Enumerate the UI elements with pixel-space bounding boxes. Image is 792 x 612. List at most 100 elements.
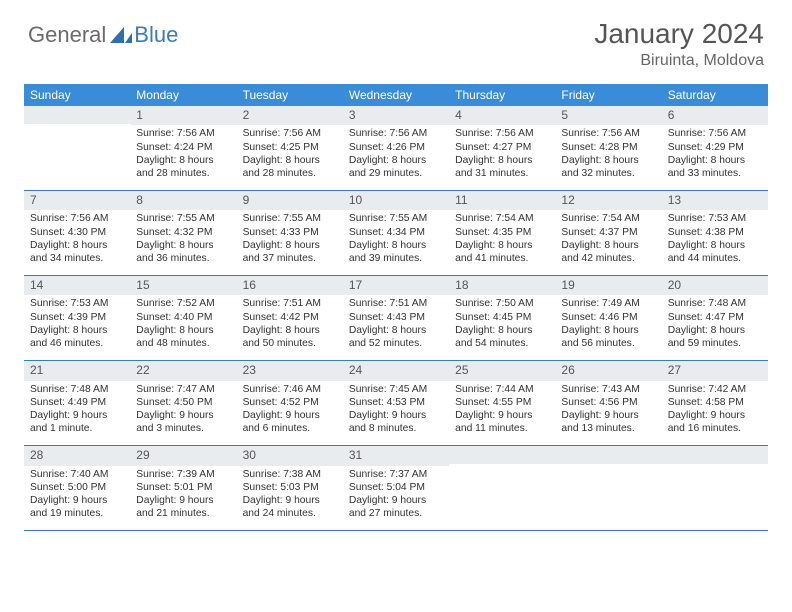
daylight-text: Daylight: 8 hours and 33 minutes. xyxy=(668,154,762,180)
daylight-text: Daylight: 8 hours and 28 minutes. xyxy=(243,154,337,180)
weekday-monday: Monday xyxy=(130,84,236,106)
day-body: Sunrise: 7:37 AMSunset: 5:04 PMDaylight:… xyxy=(343,466,449,531)
daylight-text: Daylight: 9 hours and 21 minutes. xyxy=(136,494,230,520)
sunset-text: Sunset: 4:33 PM xyxy=(243,226,337,239)
day-cell: 12Sunrise: 7:54 AMSunset: 4:37 PMDayligh… xyxy=(555,191,661,275)
sunset-text: Sunset: 4:25 PM xyxy=(243,141,337,154)
weekday-tuesday: Tuesday xyxy=(237,84,343,106)
day-cell: 21Sunrise: 7:48 AMSunset: 4:49 PMDayligh… xyxy=(24,361,130,445)
day-number: 10 xyxy=(343,191,449,210)
daylight-text: Daylight: 9 hours and 8 minutes. xyxy=(349,409,443,435)
sunset-text: Sunset: 4:47 PM xyxy=(668,311,762,324)
sunset-text: Sunset: 4:39 PM xyxy=(30,311,124,324)
sunset-text: Sunset: 4:24 PM xyxy=(136,141,230,154)
daylight-text: Daylight: 9 hours and 19 minutes. xyxy=(30,494,124,520)
sunrise-text: Sunrise: 7:51 AM xyxy=(349,297,443,310)
day-cell: 6Sunrise: 7:56 AMSunset: 4:29 PMDaylight… xyxy=(662,106,768,190)
daylight-text: Daylight: 8 hours and 44 minutes. xyxy=(668,239,762,265)
sunrise-text: Sunrise: 7:55 AM xyxy=(136,212,230,225)
day-body: Sunrise: 7:56 AMSunset: 4:24 PMDaylight:… xyxy=(130,125,236,190)
sunrise-text: Sunrise: 7:56 AM xyxy=(243,127,337,140)
day-body: Sunrise: 7:56 AMSunset: 4:26 PMDaylight:… xyxy=(343,125,449,190)
brand-logo: General Blue xyxy=(28,22,178,48)
calendar: Sunday Monday Tuesday Wednesday Thursday… xyxy=(24,84,768,531)
day-body: Sunrise: 7:48 AMSunset: 4:49 PMDaylight:… xyxy=(24,381,130,446)
sunset-text: Sunset: 5:00 PM xyxy=(30,481,124,494)
day-number: 7 xyxy=(24,191,130,210)
sunset-text: Sunset: 4:52 PM xyxy=(243,396,337,409)
daylight-text: Daylight: 9 hours and 16 minutes. xyxy=(668,409,762,435)
day-number: 20 xyxy=(662,276,768,295)
sunrise-text: Sunrise: 7:56 AM xyxy=(349,127,443,140)
day-cell: 5Sunrise: 7:56 AMSunset: 4:28 PMDaylight… xyxy=(555,106,661,190)
day-number: 19 xyxy=(555,276,661,295)
day-number xyxy=(449,446,555,464)
day-number: 6 xyxy=(662,106,768,125)
day-number xyxy=(662,446,768,464)
weekday-header: Sunday Monday Tuesday Wednesday Thursday… xyxy=(24,84,768,106)
week-row: 21Sunrise: 7:48 AMSunset: 4:49 PMDayligh… xyxy=(24,361,768,446)
day-cell: 10Sunrise: 7:55 AMSunset: 4:34 PMDayligh… xyxy=(343,191,449,275)
sunset-text: Sunset: 4:29 PM xyxy=(668,141,762,154)
day-body: Sunrise: 7:49 AMSunset: 4:46 PMDaylight:… xyxy=(555,295,661,360)
day-body: Sunrise: 7:56 AMSunset: 4:27 PMDaylight:… xyxy=(449,125,555,190)
day-number: 31 xyxy=(343,446,449,465)
day-body: Sunrise: 7:55 AMSunset: 4:34 PMDaylight:… xyxy=(343,210,449,275)
day-number: 25 xyxy=(449,361,555,380)
sunrise-text: Sunrise: 7:44 AM xyxy=(455,383,549,396)
day-number: 4 xyxy=(449,106,555,125)
day-number: 9 xyxy=(237,191,343,210)
day-cell xyxy=(24,106,130,190)
sunset-text: Sunset: 4:45 PM xyxy=(455,311,549,324)
day-body: Sunrise: 7:55 AMSunset: 4:33 PMDaylight:… xyxy=(237,210,343,275)
sunrise-text: Sunrise: 7:50 AM xyxy=(455,297,549,310)
sunset-text: Sunset: 4:49 PM xyxy=(30,396,124,409)
day-body: Sunrise: 7:51 AMSunset: 4:42 PMDaylight:… xyxy=(237,295,343,360)
sunset-text: Sunset: 5:01 PM xyxy=(136,481,230,494)
day-number: 30 xyxy=(237,446,343,465)
logo-sail-icon xyxy=(110,27,132,43)
day-number: 22 xyxy=(130,361,236,380)
daylight-text: Daylight: 8 hours and 28 minutes. xyxy=(136,154,230,180)
day-cell: 15Sunrise: 7:52 AMSunset: 4:40 PMDayligh… xyxy=(130,276,236,360)
daylight-text: Daylight: 8 hours and 36 minutes. xyxy=(136,239,230,265)
day-cell: 1Sunrise: 7:56 AMSunset: 4:24 PMDaylight… xyxy=(130,106,236,190)
daylight-text: Daylight: 8 hours and 37 minutes. xyxy=(243,239,337,265)
daylight-text: Daylight: 9 hours and 24 minutes. xyxy=(243,494,337,520)
day-cell: 4Sunrise: 7:56 AMSunset: 4:27 PMDaylight… xyxy=(449,106,555,190)
day-cell: 2Sunrise: 7:56 AMSunset: 4:25 PMDaylight… xyxy=(237,106,343,190)
day-body: Sunrise: 7:56 AMSunset: 4:29 PMDaylight:… xyxy=(662,125,768,190)
day-body: Sunrise: 7:56 AMSunset: 4:30 PMDaylight:… xyxy=(24,210,130,275)
daylight-text: Daylight: 8 hours and 34 minutes. xyxy=(30,239,124,265)
sunrise-text: Sunrise: 7:52 AM xyxy=(136,297,230,310)
sunset-text: Sunset: 4:32 PM xyxy=(136,226,230,239)
day-number: 29 xyxy=(130,446,236,465)
sunset-text: Sunset: 4:26 PM xyxy=(349,141,443,154)
day-body: Sunrise: 7:51 AMSunset: 4:43 PMDaylight:… xyxy=(343,295,449,360)
day-cell: 8Sunrise: 7:55 AMSunset: 4:32 PMDaylight… xyxy=(130,191,236,275)
day-number: 5 xyxy=(555,106,661,125)
day-body: Sunrise: 7:54 AMSunset: 4:35 PMDaylight:… xyxy=(449,210,555,275)
day-body: Sunrise: 7:39 AMSunset: 5:01 PMDaylight:… xyxy=(130,466,236,531)
sunrise-text: Sunrise: 7:43 AM xyxy=(561,383,655,396)
day-body: Sunrise: 7:40 AMSunset: 5:00 PMDaylight:… xyxy=(24,466,130,531)
location-label: Biruinta, Moldova xyxy=(594,52,764,70)
day-body: Sunrise: 7:42 AMSunset: 4:58 PMDaylight:… xyxy=(662,381,768,446)
day-body: Sunrise: 7:55 AMSunset: 4:32 PMDaylight:… xyxy=(130,210,236,275)
title-block: January 2024 Biruinta, Moldova xyxy=(594,18,764,70)
sunrise-text: Sunrise: 7:47 AM xyxy=(136,383,230,396)
daylight-text: Daylight: 9 hours and 6 minutes. xyxy=(243,409,337,435)
sunrise-text: Sunrise: 7:56 AM xyxy=(455,127,549,140)
day-cell: 29Sunrise: 7:39 AMSunset: 5:01 PMDayligh… xyxy=(130,446,236,530)
month-title: January 2024 xyxy=(594,18,764,50)
daylight-text: Daylight: 8 hours and 48 minutes. xyxy=(136,324,230,350)
sunrise-text: Sunrise: 7:37 AM xyxy=(349,468,443,481)
daylight-text: Daylight: 8 hours and 46 minutes. xyxy=(30,324,124,350)
daylight-text: Daylight: 8 hours and 50 minutes. xyxy=(243,324,337,350)
day-cell: 13Sunrise: 7:53 AMSunset: 4:38 PMDayligh… xyxy=(662,191,768,275)
daylight-text: Daylight: 8 hours and 41 minutes. xyxy=(455,239,549,265)
sunrise-text: Sunrise: 7:55 AM xyxy=(349,212,443,225)
day-cell xyxy=(449,446,555,530)
day-cell: 28Sunrise: 7:40 AMSunset: 5:00 PMDayligh… xyxy=(24,446,130,530)
day-cell: 3Sunrise: 7:56 AMSunset: 4:26 PMDaylight… xyxy=(343,106,449,190)
